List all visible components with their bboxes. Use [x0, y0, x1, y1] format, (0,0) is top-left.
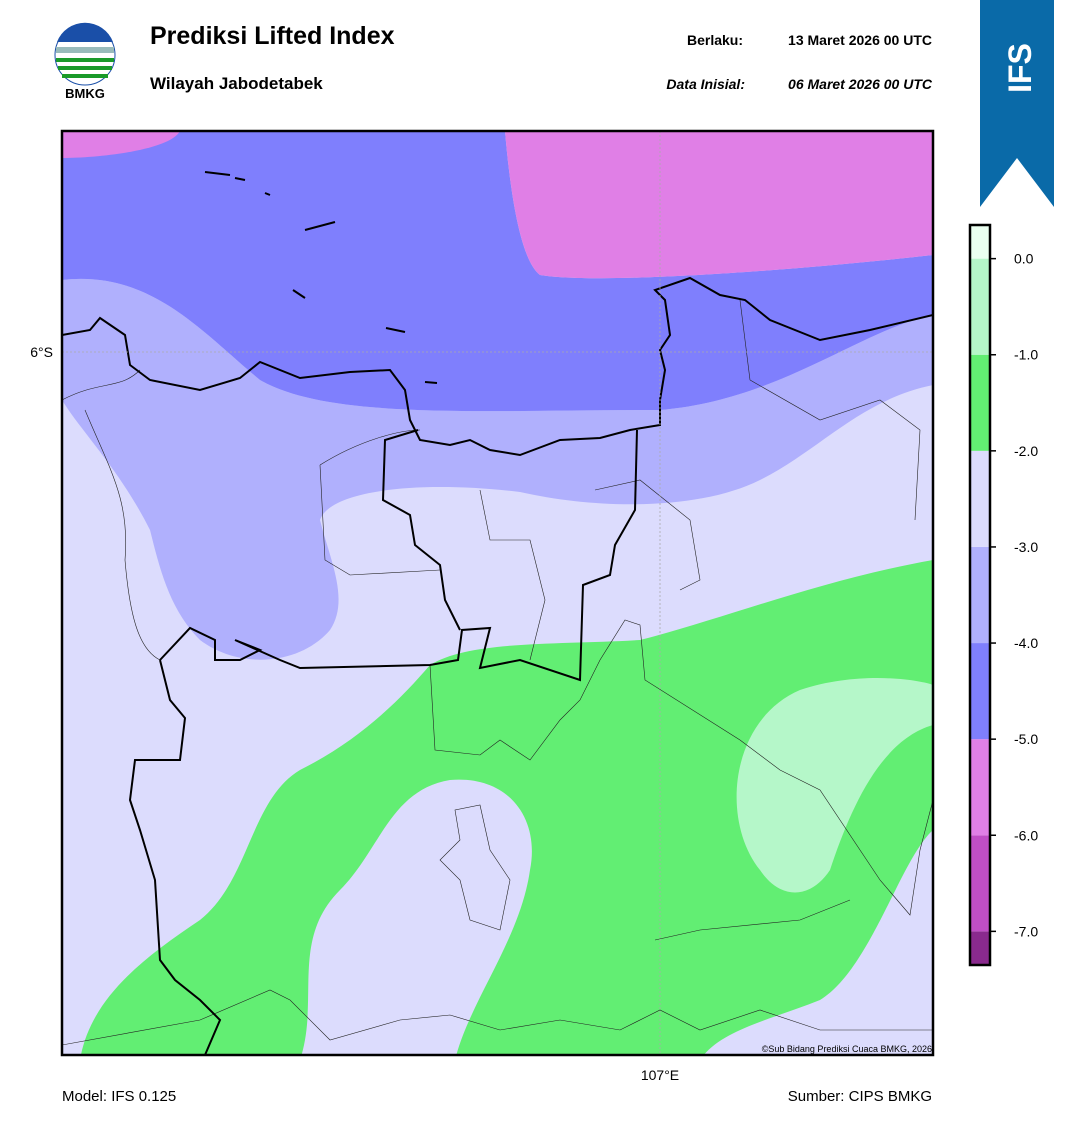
logo: BMKG	[54, 22, 116, 101]
init-label: Data Inisial:	[666, 76, 745, 92]
colorbar-tick-label: 0.0	[1014, 251, 1034, 267]
subtitle: Wilayah Jabodetabek	[150, 74, 323, 93]
colorbar-tick-label: -6.0	[1014, 827, 1038, 843]
logo-text: BMKG	[65, 86, 105, 101]
colorbar-segment	[970, 450, 990, 547]
colorbar-segment	[970, 354, 990, 451]
init-time: 06 Maret 2026 00 UTC	[788, 76, 933, 92]
badge-text: IFS	[1002, 43, 1038, 93]
map	[62, 131, 933, 1055]
lat-label: 6°S	[30, 344, 53, 360]
lon-label: 107°E	[641, 1067, 679, 1083]
colorbar-segment	[970, 258, 990, 355]
colorbar-segment	[970, 835, 990, 932]
colorbar-segment	[970, 225, 990, 259]
map-frame	[60, 129, 935, 1057]
colorbar: 0.0 -1.0 -2.0 -3.0 -4.0 -5.0 -6.0 -7.0	[968, 223, 1038, 967]
valid-label: Berlaku:	[687, 32, 743, 48]
valid-time: 13 Maret 2026 00 UTC	[788, 32, 932, 48]
colorbar-frame	[968, 223, 992, 967]
colorbar-segment	[970, 643, 990, 740]
colorbar-tick-label: -2.0	[1014, 443, 1038, 459]
colorbar-tick-label: -5.0	[1014, 731, 1038, 747]
footer-model: Model: IFS 0.125	[62, 1088, 176, 1105]
colorbar-segment	[970, 931, 990, 965]
colorbar-segment	[970, 546, 990, 644]
title: Prediksi Lifted Index	[150, 22, 395, 50]
colorbar-tick-label: -7.0	[1014, 923, 1038, 939]
colorbar-tick-label: -1.0	[1014, 347, 1038, 363]
credit: ©Sub Bidang Prediksi Cuaca BMKG, 2026	[762, 1044, 932, 1054]
badge	[980, 0, 1054, 207]
colorbar-tick-label: -3.0	[1014, 539, 1038, 555]
colorbar-tick-label: -4.0	[1014, 635, 1038, 651]
footer-source: Sumber: CIPS BMKG	[788, 1088, 932, 1105]
colorbar-segment	[970, 739, 990, 836]
